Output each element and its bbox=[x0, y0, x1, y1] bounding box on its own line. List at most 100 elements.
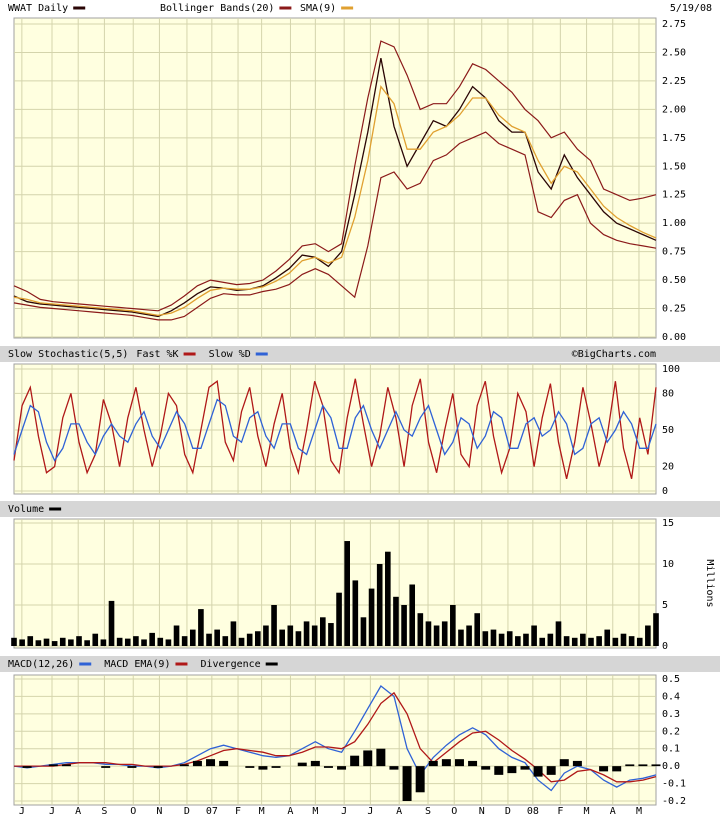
x-tick-label: D bbox=[505, 806, 511, 817]
bar bbox=[363, 750, 373, 767]
y-axis-label: Millions bbox=[704, 559, 715, 607]
bar bbox=[101, 766, 111, 768]
bar bbox=[206, 759, 216, 767]
bar bbox=[297, 762, 307, 767]
y-tick-label: 10 bbox=[662, 559, 674, 570]
bar bbox=[409, 584, 416, 646]
bar bbox=[133, 636, 139, 646]
bar bbox=[588, 637, 594, 646]
y-tick-label: 80 bbox=[662, 388, 674, 399]
bar bbox=[389, 766, 399, 770]
legend-label: WWAT Daily bbox=[8, 3, 68, 14]
bar bbox=[425, 621, 432, 646]
bar bbox=[76, 636, 82, 646]
bar bbox=[368, 588, 375, 646]
plot-area bbox=[13, 518, 657, 649]
bar bbox=[417, 613, 424, 646]
series-line bbox=[13, 85, 657, 317]
bar bbox=[350, 755, 360, 767]
bar bbox=[466, 625, 472, 646]
bar bbox=[468, 760, 478, 767]
legend-swatch bbox=[175, 662, 188, 666]
date-label: 5/19/08 bbox=[670, 3, 712, 14]
bar bbox=[533, 766, 543, 777]
bar bbox=[323, 766, 333, 768]
legend-swatch bbox=[255, 352, 268, 356]
y-tick-label: 0.50 bbox=[662, 275, 686, 286]
x-tick-label: M bbox=[312, 806, 318, 817]
bar bbox=[263, 625, 269, 646]
bar bbox=[198, 609, 204, 646]
bar bbox=[539, 637, 546, 646]
legend-swatch bbox=[279, 6, 292, 10]
bar bbox=[360, 617, 367, 646]
bar bbox=[580, 633, 586, 646]
bar bbox=[531, 625, 537, 646]
y-tick-label: 0 bbox=[662, 641, 668, 652]
bar bbox=[385, 551, 391, 646]
x-tick-label: J bbox=[367, 806, 373, 817]
y-tick-label: -0.1 bbox=[662, 779, 686, 790]
plot-area bbox=[13, 674, 657, 806]
y-tick-label: 2.50 bbox=[662, 47, 686, 58]
bar bbox=[61, 764, 71, 767]
x-tick-label: O bbox=[130, 806, 136, 817]
bar bbox=[51, 641, 58, 646]
legend-swatch bbox=[341, 6, 354, 10]
x-tick-label: S bbox=[101, 806, 107, 817]
bar bbox=[11, 637, 17, 646]
legend-label: SMA(9) bbox=[300, 3, 336, 14]
bar bbox=[559, 759, 569, 767]
y-tick-label: -0.2 bbox=[662, 796, 686, 807]
bar bbox=[165, 639, 172, 646]
bar bbox=[612, 637, 619, 646]
bar bbox=[92, 633, 99, 646]
bar bbox=[520, 766, 530, 770]
x-tick-label: J bbox=[19, 806, 25, 817]
bar bbox=[523, 633, 529, 646]
bar bbox=[222, 636, 229, 646]
bar bbox=[344, 541, 350, 646]
bar bbox=[498, 633, 505, 646]
bar bbox=[450, 605, 456, 646]
bar bbox=[59, 637, 66, 646]
bar bbox=[612, 766, 622, 772]
panel-title: Slow Stochastic(5,5) bbox=[8, 349, 128, 360]
bar bbox=[428, 760, 438, 767]
bar bbox=[636, 637, 643, 646]
bar bbox=[189, 629, 196, 646]
bar bbox=[490, 629, 497, 646]
legend-label: Bollinger Bands(20) bbox=[160, 3, 274, 14]
bar bbox=[22, 766, 32, 768]
series-line bbox=[13, 378, 657, 479]
legend-swatch bbox=[79, 662, 92, 666]
band-upper bbox=[13, 40, 657, 312]
bar bbox=[271, 766, 281, 768]
y-tick-label: 0.2 bbox=[662, 726, 680, 737]
bar bbox=[303, 621, 310, 646]
bar bbox=[219, 760, 229, 767]
y-tick-label: 0.1 bbox=[662, 744, 680, 755]
x-tick-label: M bbox=[636, 806, 642, 817]
x-tick-label: J bbox=[341, 806, 347, 817]
bar bbox=[192, 760, 202, 767]
credit: ©BigCharts.com bbox=[572, 349, 656, 360]
y-tick-label: 5 bbox=[662, 600, 668, 611]
bar bbox=[555, 621, 562, 646]
bar bbox=[108, 600, 115, 646]
bar bbox=[246, 633, 253, 646]
y-tick-label: 1.50 bbox=[662, 161, 686, 172]
legend-label: MACD EMA(9) bbox=[104, 659, 170, 670]
bar bbox=[181, 636, 188, 646]
y-tick-label: 2.25 bbox=[662, 76, 686, 87]
x-tick-label: A bbox=[75, 806, 81, 817]
bar bbox=[507, 766, 517, 774]
bar bbox=[48, 764, 58, 767]
bar bbox=[415, 766, 425, 793]
bar bbox=[645, 625, 651, 646]
bar bbox=[230, 621, 237, 646]
bar bbox=[653, 613, 659, 646]
legend-label: Volume bbox=[8, 504, 44, 515]
x-tick-label: 07 bbox=[206, 806, 218, 817]
